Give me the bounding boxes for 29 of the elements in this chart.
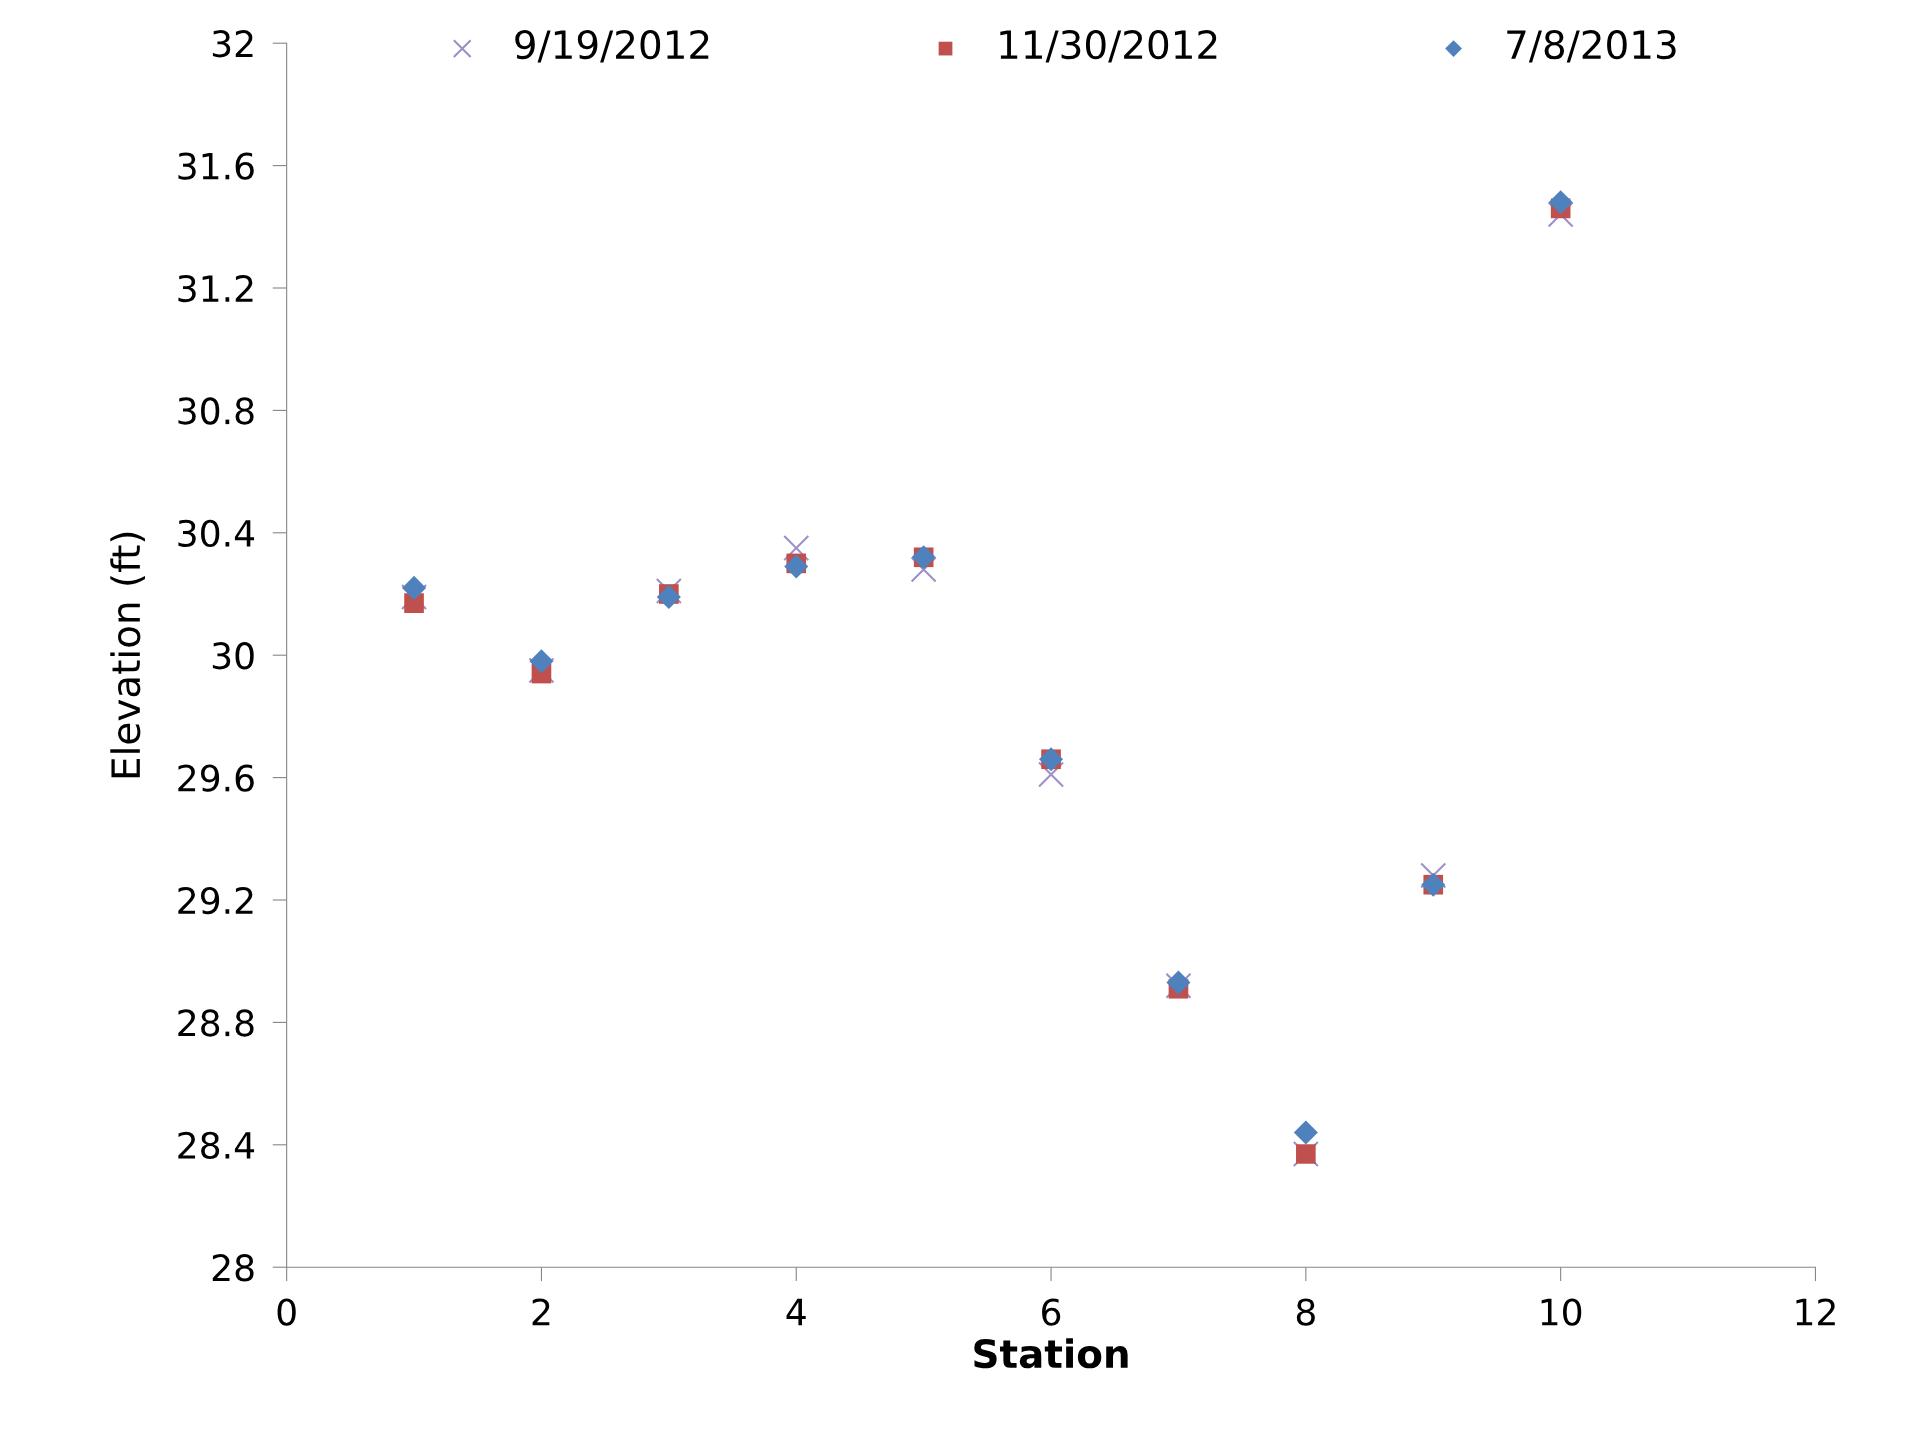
point <box>402 575 427 600</box>
y-tick-label: 30 <box>212 642 254 670</box>
point <box>656 585 681 610</box>
y-tick-label: 31.6 <box>178 152 254 180</box>
y-tick-label: 30.8 <box>178 397 254 425</box>
x-tick-label: 12 <box>1796 1298 1835 1326</box>
point <box>784 554 809 579</box>
y-axis-title: Elevation (ft) <box>110 532 145 778</box>
legend-label: 9/19/2012 <box>515 29 709 63</box>
y-tick-label: 28.8 <box>178 1009 254 1037</box>
point <box>1293 1120 1318 1145</box>
y-tick-label: 31.2 <box>178 274 253 303</box>
y-tick-label: 29.6 <box>178 764 254 792</box>
x-tick-label: 2 <box>532 1298 550 1326</box>
x-axis-title: Station <box>974 1338 1128 1369</box>
y-tick-label: 28.4 <box>178 1131 255 1160</box>
legend-label: 7/8/2013 <box>1507 29 1676 63</box>
x-tick-label: 4 <box>786 1298 806 1326</box>
point <box>1548 190 1573 215</box>
y-tick-label: 29.2 <box>178 886 253 915</box>
y-tick-label: 30.4 <box>178 519 255 548</box>
y-tick-label: 28 <box>212 1254 254 1282</box>
legend-label: 11/30/2012 <box>1000 29 1217 63</box>
y-tick-label: 32 <box>212 30 253 58</box>
x-tick-label: 0 <box>277 1298 296 1326</box>
x-tick-label: 6 <box>1042 1298 1061 1326</box>
x-tick-label: 8 <box>1296 1298 1315 1326</box>
x-tick-label: 10 <box>1541 1298 1582 1326</box>
point <box>529 649 554 674</box>
